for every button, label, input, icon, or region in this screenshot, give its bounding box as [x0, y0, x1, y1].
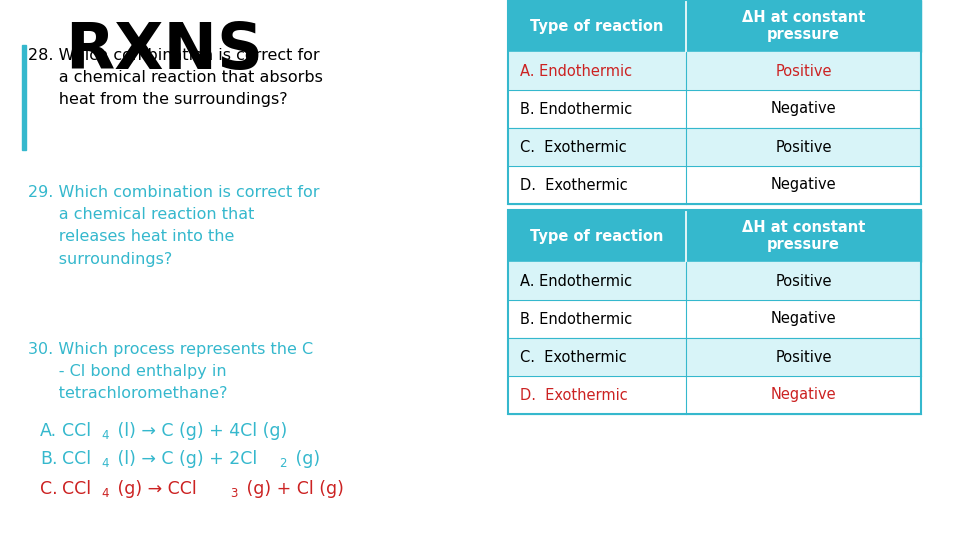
Text: CCl: CCl [62, 422, 91, 440]
Text: 4: 4 [101, 457, 108, 470]
Bar [508, 128, 921, 166]
Text: Positive: Positive [776, 273, 831, 288]
Text: Negative: Negative [771, 178, 836, 192]
Text: A. Endothermic: A. Endothermic [520, 64, 632, 78]
Bar [508, 0, 921, 52]
Text: C.  Exothermic: C. Exothermic [520, 139, 627, 154]
Text: CCl: CCl [62, 450, 91, 468]
Text: Negative: Negative [771, 388, 836, 402]
Bar [508, 210, 921, 414]
Text: ΔH at constant
pressure: ΔH at constant pressure [742, 220, 865, 252]
Text: ΔH at constant
pressure: ΔH at constant pressure [742, 10, 865, 42]
Text: 28. Which combination is correct for
      a chemical reaction that absorbs
    : 28. Which combination is correct for a c… [28, 48, 323, 107]
Text: (g) → CCl: (g) → CCl [112, 480, 197, 498]
Bar [22, 45, 26, 150]
Text: Negative: Negative [771, 102, 836, 117]
Text: CCl: CCl [62, 480, 91, 498]
Text: Negative: Negative [771, 312, 836, 327]
Text: B.: B. [40, 450, 58, 468]
Bar [508, 262, 921, 300]
Bar [508, 338, 921, 376]
Text: (g) + Cl (g): (g) + Cl (g) [241, 480, 344, 498]
Text: D.  Exothermic: D. Exothermic [520, 388, 628, 402]
Text: 29. Which combination is correct for
      a chemical reaction that
      releas: 29. Which combination is correct for a c… [28, 185, 320, 267]
Text: 2: 2 [279, 457, 286, 470]
Text: C.  Exothermic: C. Exothermic [520, 349, 627, 364]
Text: 4: 4 [101, 429, 108, 442]
Text: Positive: Positive [776, 349, 831, 364]
Text: Positive: Positive [776, 64, 831, 78]
Text: 30. Which process represents the C
      - Cl bond enthalpy in
      tetrachloro: 30. Which process represents the C - Cl … [28, 342, 313, 401]
Text: Type of reaction: Type of reaction [530, 228, 663, 244]
Bar [508, 90, 921, 128]
Text: C.: C. [40, 480, 58, 498]
Text: (l) → C (g) + 2Cl: (l) → C (g) + 2Cl [112, 450, 257, 468]
Bar [508, 166, 921, 204]
Text: RXNS: RXNS [65, 20, 263, 82]
Text: D.  Exothermic: D. Exothermic [520, 178, 628, 192]
Text: 3: 3 [230, 487, 237, 500]
Bar [508, 210, 921, 262]
Bar [508, 300, 921, 338]
Text: Positive: Positive [776, 139, 831, 154]
Text: A. Endothermic: A. Endothermic [520, 273, 632, 288]
Bar [508, 52, 921, 90]
Text: A.: A. [40, 422, 58, 440]
Text: (l) → C (g) + 4Cl (g): (l) → C (g) + 4Cl (g) [112, 422, 287, 440]
Text: (g): (g) [290, 450, 320, 468]
Text: Type of reaction: Type of reaction [530, 18, 663, 33]
Bar [508, 0, 921, 204]
Bar [508, 376, 921, 414]
Text: 4: 4 [101, 487, 108, 500]
Text: B. Endothermic: B. Endothermic [520, 102, 633, 117]
Text: B. Endothermic: B. Endothermic [520, 312, 633, 327]
